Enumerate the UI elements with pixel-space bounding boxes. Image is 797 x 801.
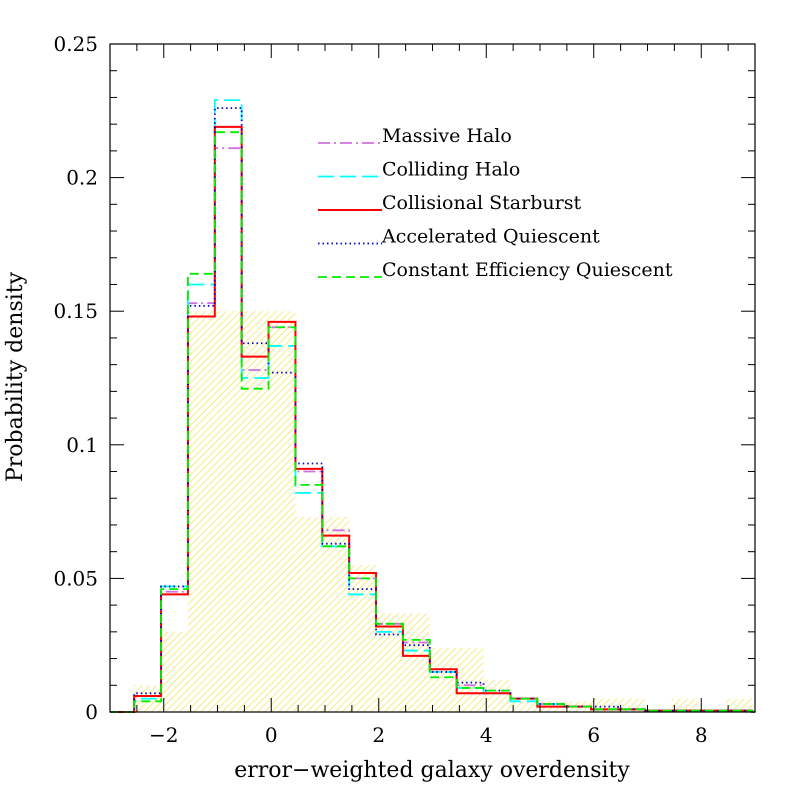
x-axis-label: error−weighted galaxy overdensity [234,758,630,783]
legend-label: Massive Halo [382,125,512,147]
y-tick-label: 0.1 [66,433,98,457]
x-tick-label: 6 [587,723,600,747]
reference-bar [295,516,323,712]
reference-bar [214,311,242,712]
series-line-constant-efficiency-quiescent [110,131,755,713]
y-tick-label: 0.25 [53,32,98,56]
reference-bar [187,311,215,712]
y-axis-label: Probability density [3,271,28,482]
x-tick-label: 4 [480,723,493,747]
reference-bar [376,613,403,712]
y-tick-label: 0.15 [53,299,98,323]
reference-bar [161,631,188,712]
legend: Massive Halo Colliding Halo Collisional St… [318,125,673,281]
legend-label: Constant Efficiency Quiescent [382,259,673,281]
reference-bar [456,647,484,712]
reference-bar [725,698,753,712]
reference-bar [268,311,296,712]
reference-bar [483,679,511,712]
legend-label: Accelerated Quiescent [381,226,600,248]
reference-bar [402,613,430,712]
x-tick-label: 8 [695,723,708,747]
model-histogram-lines [110,99,755,713]
axis-ticks: −2 0 2 4 6 8 0 0.05 0.1 0.15 0.2 0.25 [53,32,756,747]
reference-bar [671,698,699,712]
x-tick-label: 2 [372,723,385,747]
x-tick-label: 0 [265,723,278,747]
legend-label: Colliding Halo [382,159,520,181]
y-tick-label: 0 [85,700,98,724]
y-tick-label: 0.2 [66,166,98,190]
reference-bar [429,647,457,712]
reference-bar [322,516,350,712]
reference-bar [510,701,538,712]
legend-label: Collisional Starburst [382,192,581,214]
reference-bar [349,565,377,712]
reference-bar [241,311,269,712]
y-tick-label: 0.05 [53,566,98,590]
reference-hatched-histogram [134,311,753,712]
x-tick-label: −2 [149,723,178,747]
